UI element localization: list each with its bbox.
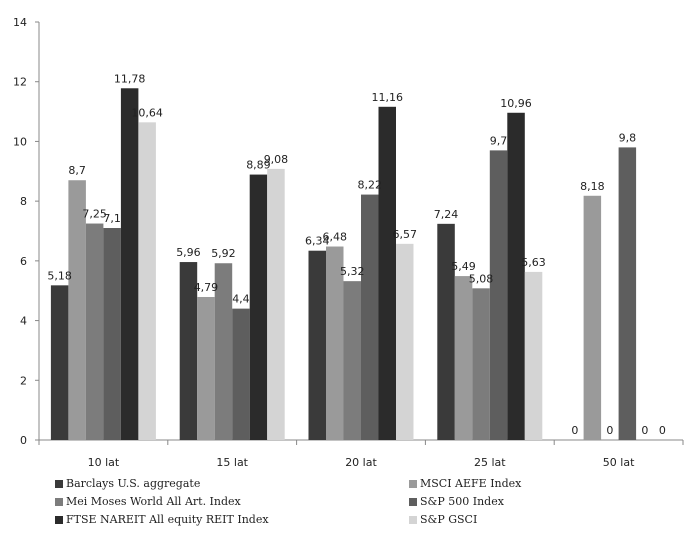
bar bbox=[267, 169, 285, 440]
y-tick-label: 6 bbox=[20, 255, 27, 268]
data-label: 10,96 bbox=[500, 97, 532, 110]
y-tick-label: 12 bbox=[13, 76, 27, 89]
data-label: 9,8 bbox=[619, 131, 637, 144]
y-tick-label: 8 bbox=[20, 195, 27, 208]
data-label: 5,92 bbox=[211, 247, 236, 260]
data-label: 10,64 bbox=[131, 106, 163, 119]
y-tick-label: 14 bbox=[13, 16, 27, 29]
data-label: 9,08 bbox=[264, 153, 289, 166]
x-category-label: 10 lat bbox=[88, 456, 120, 469]
bar bbox=[490, 150, 508, 440]
data-label: 0 bbox=[571, 424, 578, 437]
bar bbox=[232, 309, 250, 440]
data-label: 11,16 bbox=[372, 91, 404, 104]
data-label: 0 bbox=[641, 424, 648, 437]
data-label: 8,18 bbox=[580, 180, 605, 193]
bar bbox=[472, 288, 490, 440]
data-label: 8,7 bbox=[68, 164, 86, 177]
x-category-label: 50 lat bbox=[603, 456, 635, 469]
bar bbox=[396, 244, 414, 440]
bar bbox=[525, 272, 543, 440]
data-label: 11,78 bbox=[114, 72, 146, 85]
data-label: 5,32 bbox=[340, 265, 365, 278]
data-label: 5,18 bbox=[47, 269, 72, 282]
bar bbox=[619, 147, 637, 440]
bar bbox=[250, 175, 268, 440]
bar bbox=[507, 113, 525, 440]
bar bbox=[138, 122, 156, 440]
data-label: 7,24 bbox=[434, 208, 459, 221]
data-label: 5,08 bbox=[469, 272, 494, 285]
y-tick-label: 0 bbox=[20, 434, 27, 447]
bar bbox=[86, 224, 104, 440]
y-tick-label: 2 bbox=[20, 374, 27, 387]
data-label: 7,1 bbox=[103, 212, 121, 225]
chart-bars bbox=[51, 88, 636, 440]
bar bbox=[437, 224, 455, 440]
data-label: 5,63 bbox=[521, 256, 546, 269]
data-label: 4,4 bbox=[232, 293, 250, 306]
y-tick-label: 4 bbox=[20, 315, 27, 328]
data-label: 6,57 bbox=[393, 228, 418, 241]
data-label: 5,49 bbox=[451, 260, 476, 273]
bar bbox=[361, 195, 379, 440]
bar bbox=[344, 281, 362, 440]
data-label: 0 bbox=[606, 424, 613, 437]
bar bbox=[379, 107, 397, 440]
data-label: 8,22 bbox=[358, 179, 383, 192]
x-category-label: 25 lat bbox=[474, 456, 506, 469]
bar bbox=[197, 297, 215, 440]
data-label: 4,79 bbox=[194, 281, 219, 294]
x-category-label: 15 lat bbox=[216, 456, 248, 469]
data-label: 0 bbox=[659, 424, 666, 437]
data-label: 9,7 bbox=[490, 134, 508, 147]
data-label: 5,96 bbox=[176, 246, 201, 259]
x-category-label: 20 lat bbox=[345, 456, 377, 469]
bar bbox=[584, 196, 602, 440]
bar bbox=[103, 228, 121, 440]
data-label: 6,48 bbox=[323, 231, 348, 244]
bar bbox=[309, 251, 327, 440]
bar bbox=[51, 285, 69, 440]
bar bbox=[121, 88, 138, 440]
bar bbox=[455, 276, 473, 440]
y-tick-label: 10 bbox=[13, 135, 27, 148]
